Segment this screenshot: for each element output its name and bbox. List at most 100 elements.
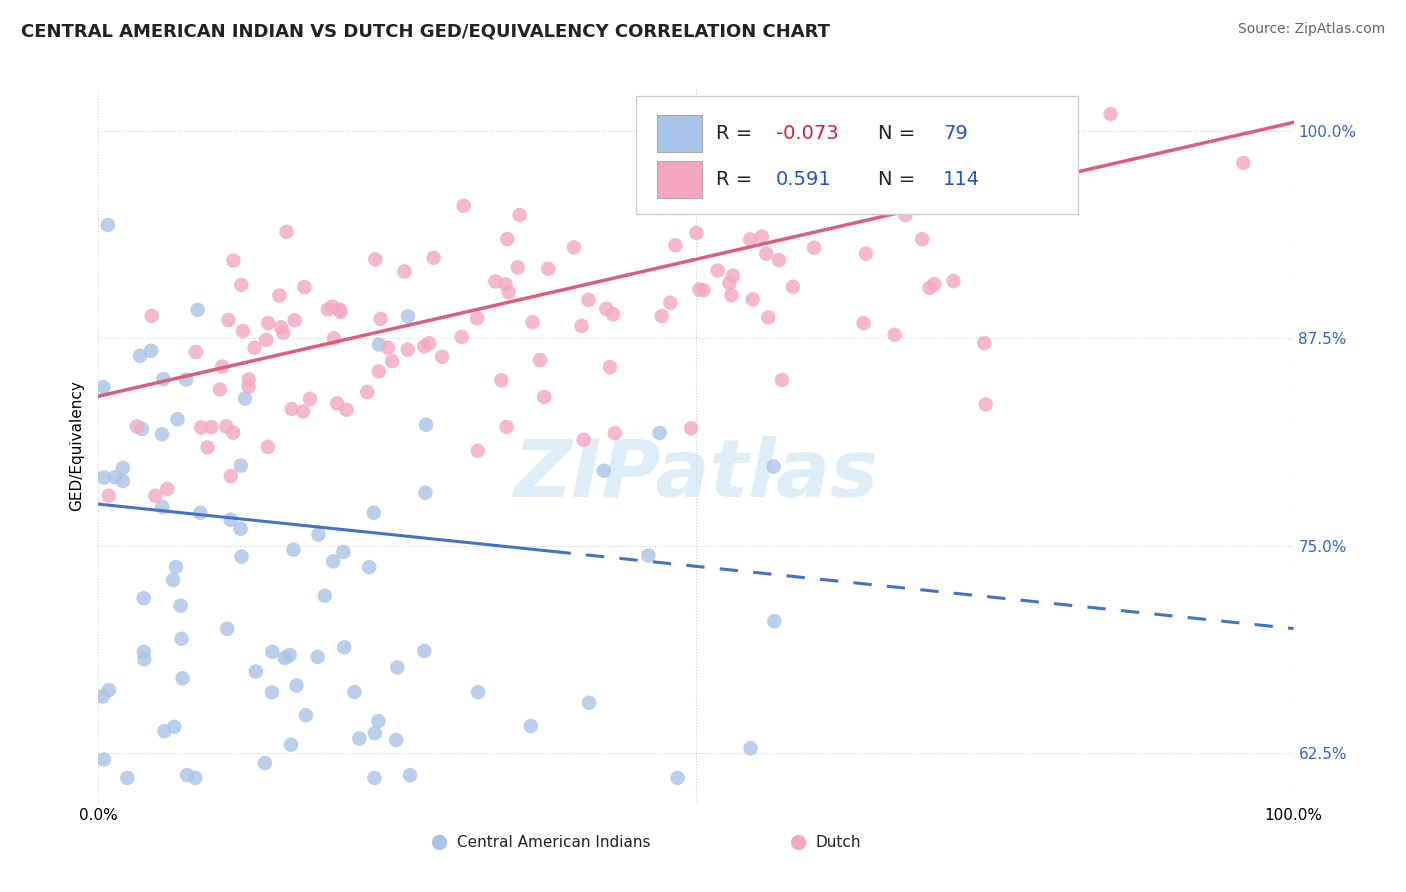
Point <box>740 741 762 756</box>
Point <box>245 665 267 679</box>
Point <box>349 731 371 746</box>
Point <box>696 158 718 172</box>
Point <box>782 280 804 294</box>
Point <box>659 295 682 310</box>
Point <box>387 660 409 674</box>
Text: Source: ZipAtlas.com: Source: ZipAtlas.com <box>1237 22 1385 37</box>
Point <box>280 402 302 417</box>
Point <box>217 622 239 636</box>
Point <box>894 208 917 222</box>
Point <box>367 364 389 378</box>
Point <box>111 461 134 475</box>
Point <box>768 253 790 268</box>
Point <box>592 464 614 478</box>
Point <box>169 599 191 613</box>
Point <box>274 651 297 665</box>
Point <box>664 238 686 252</box>
Point <box>602 307 624 321</box>
Point <box>129 349 152 363</box>
Point <box>132 591 155 606</box>
Text: 114: 114 <box>943 170 980 189</box>
Point <box>117 771 139 785</box>
Point <box>93 380 115 394</box>
Point <box>430 350 453 364</box>
Point <box>359 560 381 574</box>
Point <box>685 226 707 240</box>
Point <box>942 274 965 288</box>
Point <box>170 632 193 646</box>
Point <box>93 752 115 766</box>
Point <box>184 771 207 785</box>
Point <box>529 353 551 368</box>
Point <box>254 333 277 347</box>
Point <box>820 152 842 166</box>
Point <box>321 300 343 314</box>
Point <box>1099 107 1122 121</box>
Point <box>751 229 773 244</box>
Point <box>125 419 148 434</box>
Point <box>253 756 276 770</box>
Y-axis label: GED/Equivalency: GED/Equivalency <box>69 381 84 511</box>
Point <box>294 280 316 294</box>
Point <box>415 417 437 432</box>
Point <box>603 426 626 441</box>
Text: 0.591: 0.591 <box>776 170 832 189</box>
Point <box>257 440 280 454</box>
Point <box>413 644 436 658</box>
Point <box>599 360 621 375</box>
Point <box>260 685 283 699</box>
Point <box>356 385 378 400</box>
Point <box>595 301 617 316</box>
Point <box>143 489 166 503</box>
Point <box>637 549 659 563</box>
Point <box>363 506 385 520</box>
Point <box>688 283 710 297</box>
Point <box>852 316 875 330</box>
Point <box>855 246 877 260</box>
Point <box>562 240 585 254</box>
Point <box>1056 198 1078 212</box>
Point <box>974 397 997 411</box>
Point <box>273 326 295 340</box>
Point <box>973 335 995 350</box>
Point <box>222 425 245 440</box>
Point <box>280 738 302 752</box>
Point <box>229 522 252 536</box>
Point <box>132 645 155 659</box>
Point <box>322 554 344 568</box>
Point <box>329 305 352 319</box>
Point <box>755 246 778 260</box>
Point <box>332 545 354 559</box>
Point <box>97 218 120 232</box>
Point <box>292 404 315 418</box>
Point <box>215 419 238 434</box>
Point <box>174 373 197 387</box>
Point <box>231 277 253 292</box>
Point <box>323 331 346 345</box>
Point <box>578 696 600 710</box>
Point <box>314 589 336 603</box>
Point <box>93 470 115 484</box>
Point <box>190 420 212 434</box>
Point <box>91 690 114 704</box>
Text: N =: N = <box>877 124 915 143</box>
Point <box>363 771 385 785</box>
Text: R =: R = <box>716 170 752 189</box>
Point <box>139 343 162 358</box>
Point <box>537 261 560 276</box>
Point <box>243 341 266 355</box>
Point <box>326 396 349 410</box>
Point <box>651 309 673 323</box>
Text: R =: R = <box>716 124 752 143</box>
Point <box>329 302 352 317</box>
Point <box>706 263 728 277</box>
Point <box>231 549 253 564</box>
Point <box>219 513 242 527</box>
Point <box>141 309 163 323</box>
Point <box>803 241 825 255</box>
Point <box>222 253 245 268</box>
Text: Dutch: Dutch <box>815 835 860 849</box>
Point <box>187 302 209 317</box>
Point <box>491 373 513 387</box>
Point <box>413 339 436 353</box>
